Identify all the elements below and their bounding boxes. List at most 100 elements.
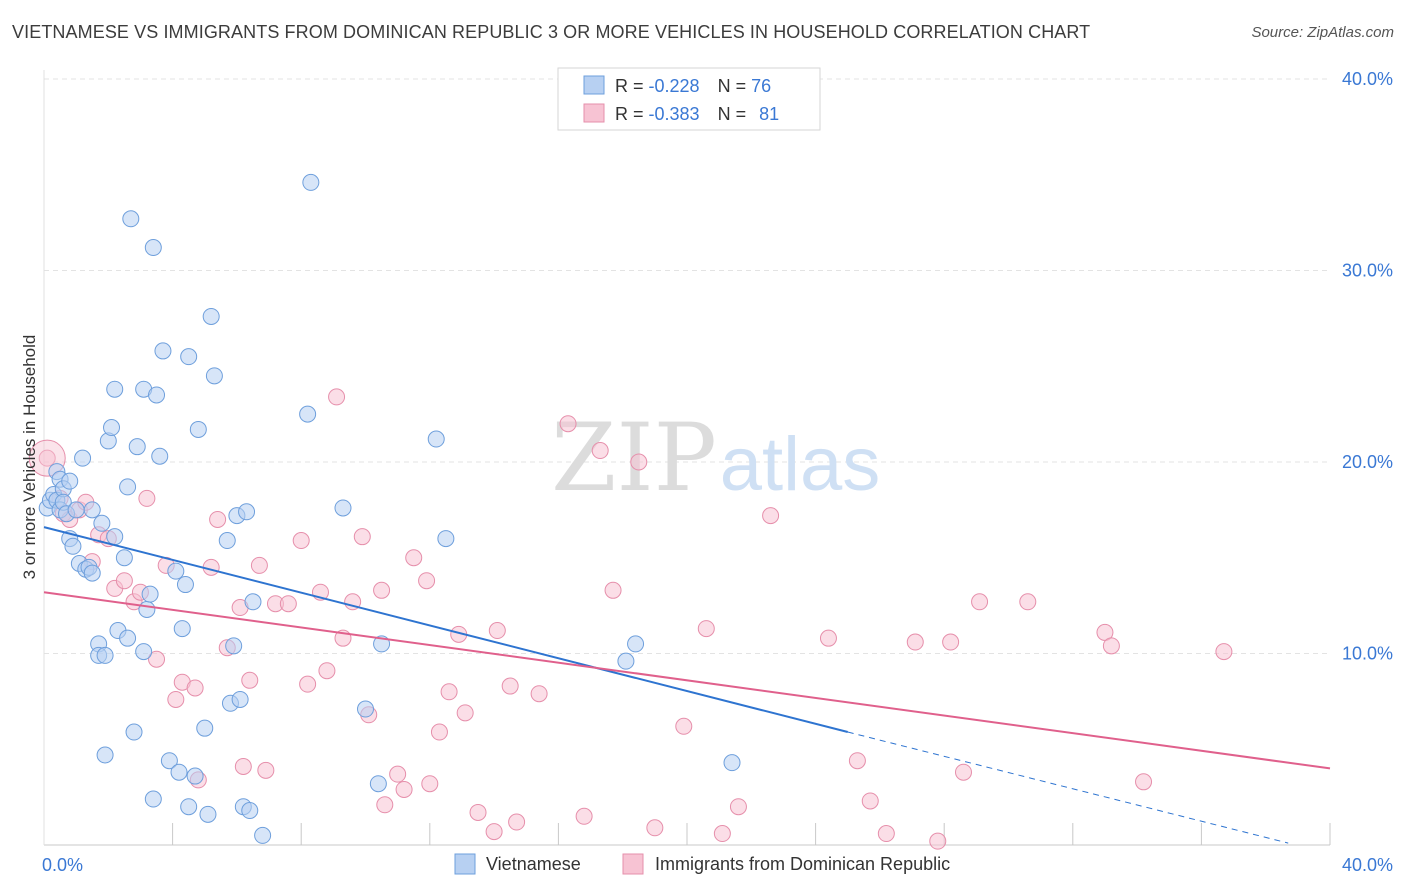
legend-label-dominican: Immigrants from Dominican Republic <box>655 854 950 874</box>
vietnamese-point <box>128 438 146 456</box>
stats-row-dominican: R = -0.383 N = 81 <box>615 104 779 124</box>
dominican-point <box>373 581 391 599</box>
vietnamese-point <box>135 643 153 661</box>
dominican-point <box>405 549 423 567</box>
vietnamese-point <box>427 430 445 448</box>
dominican-point <box>877 825 895 843</box>
vietnamese-point <box>167 562 185 580</box>
vietnamese-point <box>96 646 114 664</box>
vietnamese-trend-line <box>43 526 848 733</box>
vietnamese-point <box>122 210 140 228</box>
vietnamese-point <box>103 419 121 437</box>
dominican-point <box>559 415 577 433</box>
dominican-point <box>250 556 268 574</box>
dominican-point <box>318 662 336 680</box>
dominican-point <box>292 532 310 550</box>
stats-r-value: -0.383 <box>649 104 700 124</box>
dominican-point <box>279 595 297 613</box>
dominican-point <box>440 683 458 701</box>
dominican-point <box>241 671 259 689</box>
dominican-point <box>209 510 227 528</box>
vietnamese-point <box>148 386 166 404</box>
dominican-point <box>353 528 371 546</box>
dominican-point <box>167 690 185 708</box>
trend-lines <box>43 526 1331 844</box>
dominican-point <box>376 796 394 814</box>
dominican-point <box>591 442 609 460</box>
dominican-points <box>28 388 1233 850</box>
vietnamese-point <box>106 528 124 546</box>
series-legend: Vietnamese Immigrants from Dominican Rep… <box>454 853 950 875</box>
dominican-point <box>418 572 436 590</box>
dominican-trend-line <box>43 591 1331 770</box>
vietnamese-point <box>96 746 114 764</box>
stats-n-value: 76 <box>751 76 771 96</box>
y-tick-label: 20.0% <box>1342 452 1393 472</box>
vietnamese-point <box>723 754 741 772</box>
vietnamese-point <box>357 700 374 718</box>
vietnamese-point <box>180 348 198 366</box>
x-tick-label: 0.0% <box>42 855 83 875</box>
dominican-point <box>148 650 166 668</box>
vietnamese-point <box>254 826 272 844</box>
dominican-point <box>942 633 960 651</box>
stats-n-label: N = <box>718 104 752 124</box>
dominican-point <box>421 775 439 793</box>
dominican-point <box>861 792 879 810</box>
vietnamese-point <box>115 549 133 567</box>
vietnamese-point <box>119 478 137 496</box>
dominican-point <box>115 572 133 590</box>
dominican-point <box>1102 637 1120 655</box>
dominican-point <box>729 798 747 816</box>
dominican-point <box>186 679 204 697</box>
vietnamese-point <box>244 593 262 611</box>
vietnamese-point <box>151 447 169 465</box>
stats-legend: R = -0.228 N = 76 R = -0.383 N = 81 <box>557 67 821 131</box>
dominican-point <box>389 765 407 783</box>
dominican-point <box>508 813 526 831</box>
watermark: ZIP atlas <box>551 404 880 513</box>
vietnamese-point <box>231 690 249 708</box>
dominican-point <box>395 780 413 798</box>
stats-r-value: -0.228 <box>649 76 700 96</box>
dominican-point <box>530 685 548 703</box>
vietnamese-point <box>144 790 162 808</box>
dominican-point <box>299 675 317 693</box>
vietnamese-point <box>299 405 317 423</box>
stats-swatch-vietnamese <box>583 75 605 95</box>
dominican-point <box>954 763 972 781</box>
vietnamese-point <box>83 501 101 519</box>
x-tick-label: 40.0% <box>1342 855 1393 875</box>
vietnamese-point <box>141 585 159 603</box>
vietnamese-point <box>176 576 194 594</box>
dominican-point <box>138 489 156 507</box>
dominican-point <box>697 620 715 638</box>
vietnamese-point <box>238 503 256 521</box>
dominican-point <box>604 581 622 599</box>
dominican-point <box>1215 643 1233 661</box>
dominican-point <box>848 752 866 770</box>
vietnamese-point <box>125 723 143 741</box>
dominican-point <box>430 723 448 741</box>
vietnamese-point <box>225 637 243 655</box>
dominican-point <box>630 453 648 471</box>
dominican-point <box>713 825 731 843</box>
vietnamese-point <box>74 449 92 467</box>
dominican-point <box>488 622 506 640</box>
stats-swatch-dominican <box>583 103 605 123</box>
vietnamese-point <box>173 620 191 638</box>
vietnamese-point <box>138 600 156 618</box>
legend-swatch-vietnamese <box>454 853 476 875</box>
dominican-point <box>906 633 924 651</box>
stats-r-label: R = <box>615 104 649 124</box>
legend-swatch-dominican <box>622 853 644 875</box>
dominican-point <box>234 757 252 775</box>
vietnamese-point <box>154 342 172 360</box>
source-credit: Source: ZipAtlas.com <box>1251 24 1394 41</box>
chart-title: VIETNAMESE VS IMMIGRANTS FROM DOMINICAN … <box>12 22 1091 42</box>
vietnamese-point <box>67 501 85 519</box>
vietnamese-point <box>170 763 188 781</box>
legend-label-vietnamese: Vietnamese <box>486 854 581 874</box>
vietnamese-point <box>617 652 635 670</box>
